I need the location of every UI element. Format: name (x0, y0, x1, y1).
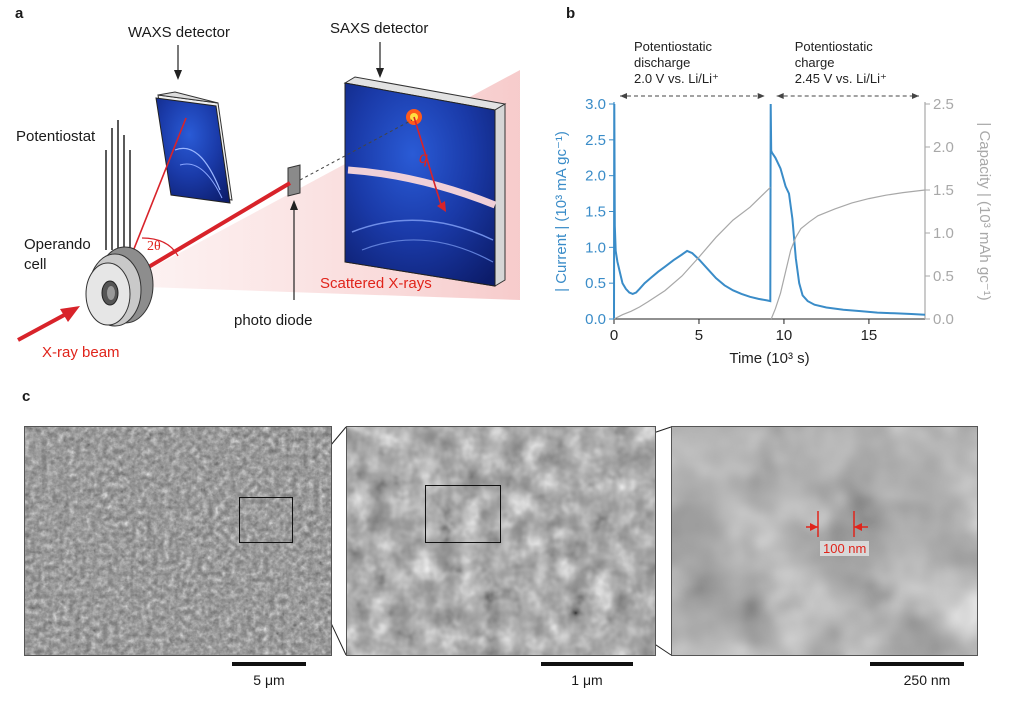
zoom-box-2 (425, 485, 501, 543)
potentiostat-leads (105, 120, 131, 250)
two-theta-label: 2θ (147, 239, 161, 254)
span-arrowhead (912, 93, 919, 99)
annotation-1-line-2: 2.45 V vs. Li/Li⁺ (795, 71, 887, 86)
q-label: q (419, 150, 428, 167)
span-arrowhead (757, 93, 765, 99)
y-right-axis-label: | Capacity | (10³ mAh gc⁻¹) (976, 122, 993, 300)
y-right-tick-label: 1.0 (933, 225, 954, 242)
series-current-line (613, 103, 926, 320)
span-arrowhead (620, 93, 627, 99)
zoom-box-1 (239, 497, 293, 543)
y-right-tick-label: 2.5 (933, 96, 954, 113)
xray-beam-label: X-ray beam (42, 344, 120, 361)
sem-image-low-mag (24, 426, 332, 656)
annotation-1-line-0: Potentiostatic (795, 39, 874, 54)
y-left-tick-label: 0.5 (585, 275, 606, 292)
scalebar-3 (870, 662, 964, 666)
scalebar-2 (541, 662, 633, 666)
y-left-axis-label: | Current | (10³ mA gc⁻¹) (553, 131, 570, 292)
y-left-tick-label: 1.5 (585, 204, 606, 221)
y-right-tick-label: 1.5 (933, 182, 954, 199)
saxs-detector-label: SAXS detector (330, 20, 429, 37)
y-left-tick-label: 1.0 (585, 239, 606, 256)
operando-cell-label-line-1: Operando (24, 236, 91, 253)
scalebar-3-label: 250 nm (903, 672, 951, 688)
y-right-tick-label: 0.0 (933, 311, 954, 328)
panel-letter-a: a (15, 5, 24, 22)
current-capacity-chart: 0 5 10 15 0.0 0.5 1.0 1.5 2.0 2.5 3.0 0.0 0.5 1.0 1.5 2… (553, 39, 993, 367)
incoming-beam (17, 311, 69, 342)
y-left-tick-label: 2.0 (585, 168, 606, 185)
x-axis-label: Time (10³ s) (729, 350, 809, 367)
y-left-tick-label: 2.5 (585, 132, 606, 149)
panel-letter-b: b (566, 5, 576, 22)
photo-diode-graphic (287, 164, 301, 197)
scalebar-1-label: 5 μm (253, 672, 285, 688)
y-left-tick-label: 3.0 (585, 96, 606, 113)
sem-image-mid-mag (346, 426, 656, 656)
operando-cell-label-line-2: cell (24, 256, 47, 273)
y-left-tick-label: 0.0 (585, 311, 606, 328)
span-arrowhead (776, 93, 784, 99)
photo-diode-label: photo diode (234, 312, 313, 329)
panel-letter-c: c (22, 388, 31, 405)
sem-image-high-mag: 100 nm (671, 426, 978, 656)
saxs-detector-graphic (343, 76, 507, 287)
scalebar-2-label: 1 μm (571, 672, 603, 688)
setup-schematic (17, 42, 520, 342)
measure-label: 100 nm (820, 541, 870, 556)
x-tick-label: 5 (695, 327, 703, 344)
annotation-0-line-0: Potentiostatic (634, 39, 713, 54)
y-right-tick-label: 2.0 (933, 139, 954, 156)
waxs-detector-label: WAXS detector (128, 24, 230, 41)
x-tick-label: 0 (610, 327, 618, 344)
potentiostat-label: Potentiostat (16, 128, 96, 145)
scattered-xrays-label: Scattered X-rays (320, 275, 432, 292)
scalebar-1 (232, 662, 306, 666)
waxs-detector-graphic (155, 91, 233, 204)
operando-cell-label: Operando cell (24, 235, 91, 275)
series-capacity-line (613, 186, 926, 320)
x-tick-label: 15 (861, 327, 878, 344)
annotation-0-line-1: discharge (634, 55, 690, 70)
x-tick-label: 10 (776, 327, 793, 344)
operando-cell-graphic (85, 246, 154, 327)
annotation-1-line-1: charge (795, 55, 835, 70)
y-right-tick-label: 0.5 (933, 268, 954, 285)
annotation-0-line-2: 2.0 V vs. Li/Li⁺ (634, 71, 719, 86)
